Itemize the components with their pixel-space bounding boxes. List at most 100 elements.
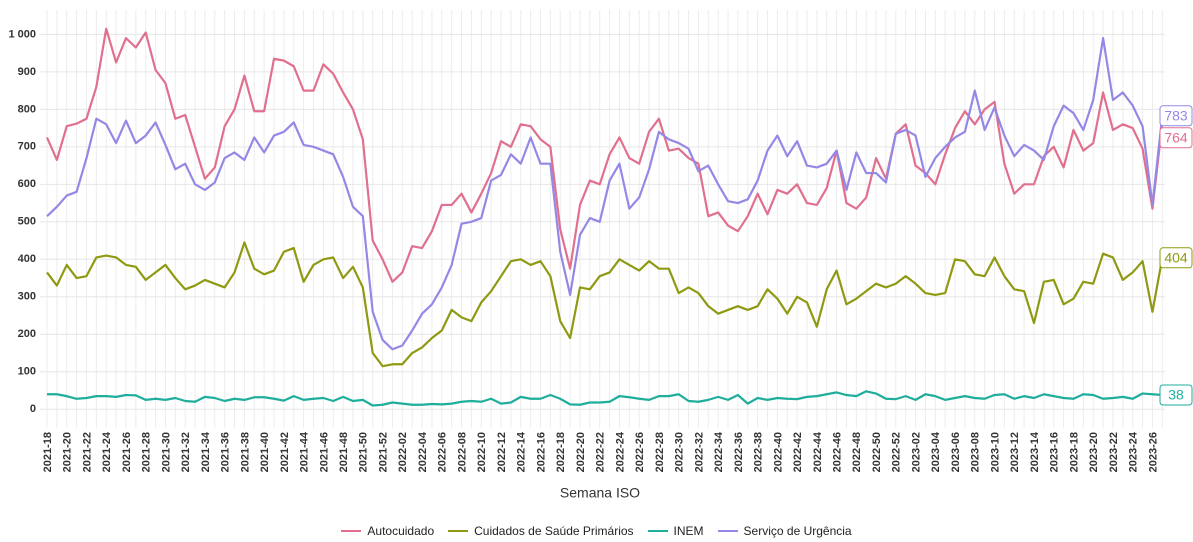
x-tick-label: 2021-46 — [318, 432, 330, 472]
legend-label: Autocuidado — [367, 524, 435, 538]
x-tick-label: 2021-22 — [81, 432, 93, 472]
x-tick-label: 2022-34 — [713, 431, 725, 472]
x-tick-label: 2023-02 — [910, 432, 922, 472]
x-tick-label: 2023-20 — [1088, 432, 1100, 472]
end-label-text: 404 — [1164, 250, 1188, 266]
x-tick-label: 2022-02 — [397, 432, 409, 472]
x-tick-label: 2021-20 — [62, 432, 74, 472]
end-label: 764 — [1159, 127, 1193, 149]
x-tick-label: 2022-40 — [772, 432, 784, 472]
x-tick-label: 2021-24 — [101, 431, 113, 472]
series-line — [46, 37, 1164, 351]
legend-swatch — [647, 530, 668, 532]
y-tick-label: 700 — [18, 141, 36, 153]
x-tick-label: 2021-36 — [220, 432, 232, 472]
legend-item: INEM — [647, 524, 704, 538]
x-tick-label: 2021-42 — [279, 432, 291, 472]
x-tick-label: 2022-06 — [437, 432, 449, 472]
x-axis-title: Semana ISO — [560, 485, 640, 501]
legend-item: Cuidados de Saúde Primários — [448, 524, 634, 538]
x-tick-label: 2022-18 — [555, 432, 567, 472]
end-label-box — [1159, 127, 1193, 149]
y-tick-label: 100 — [18, 366, 36, 378]
x-tick-label: 2022-20 — [575, 432, 587, 472]
end-label-text: 783 — [1164, 107, 1188, 123]
x-tick-label: 2021-30 — [160, 432, 172, 472]
legend-label: Cuidados de Saúde Primários — [474, 524, 634, 538]
end-label-text: 38 — [1168, 387, 1184, 403]
x-tick-label: 2022-50 — [871, 432, 883, 472]
series-line — [47, 390, 1163, 407]
series-line — [45, 27, 1164, 283]
x-tick-label: 2022-24 — [614, 431, 626, 472]
x-tick-label: 2022-10 — [476, 432, 488, 472]
y-tick-label: 500 — [18, 216, 36, 228]
x-tick-label: 2021-28 — [141, 432, 153, 472]
y-tick-label: 200 — [18, 328, 36, 340]
legend-label: Serviço de Urgência — [743, 524, 852, 538]
x-tick-label: 2022-26 — [634, 432, 646, 472]
x-tick-label: 2023-22 — [1108, 432, 1120, 472]
x-tick-label: 2023-14 — [1029, 431, 1041, 472]
x-tick-label: 2022-04 — [417, 431, 429, 472]
x-tick-label: 2021-52 — [377, 432, 389, 472]
x-tick-label: 2022-38 — [753, 432, 765, 472]
x-tick-label: 2022-48 — [851, 432, 863, 472]
y-tick-label: 400 — [18, 253, 36, 265]
end-label: 404 — [1159, 247, 1193, 269]
series-line — [46, 241, 1164, 368]
y-tick-label: 800 — [18, 103, 36, 115]
end-label: 783 — [1159, 105, 1193, 127]
legend-label: INEM — [673, 524, 704, 538]
y-tick-label: 900 — [18, 66, 36, 78]
x-tick-label: 2022-16 — [535, 432, 547, 472]
x-tick-label: 2021-34 — [200, 431, 212, 472]
x-tick-label: 2021-18 — [42, 432, 54, 472]
x-tick-label: 2023-26 — [1147, 432, 1159, 472]
x-tick-label: 2021-26 — [121, 432, 133, 472]
end-label: 38 — [1159, 384, 1193, 406]
x-tick-label: 2021-32 — [180, 432, 192, 472]
x-tick-label: 2022-52 — [891, 432, 903, 472]
x-tick-label: 2022-12 — [496, 432, 508, 472]
x-tick-label: 2022-36 — [733, 432, 745, 472]
x-tick-label: 2022-08 — [456, 432, 468, 472]
x-tick-label: 2021-50 — [358, 432, 370, 472]
x-tick-label: 2023-06 — [950, 432, 962, 472]
x-tick-label: 2023-24 — [1128, 431, 1140, 472]
x-tick-label: 2022-44 — [812, 431, 824, 472]
x-tick-label: 2023-16 — [1049, 432, 1061, 472]
x-tick-label: 2023-10 — [989, 432, 1001, 472]
x-tick-label: 2022-14 — [516, 431, 528, 472]
legend-swatch — [341, 530, 362, 532]
x-tick-label: 2023-08 — [970, 432, 982, 472]
x-tick-label: 2022-42 — [792, 432, 804, 472]
legend-swatch — [717, 530, 738, 532]
x-tick-label: 2021-38 — [239, 432, 251, 472]
legend-item: Serviço de Urgência — [717, 524, 852, 538]
legend: Autocuidado Cuidados de Saúde Primários IN… — [0, 524, 1193, 538]
y-tick-label: 600 — [18, 178, 36, 190]
x-tick-label: 2022-30 — [674, 432, 686, 472]
legend-swatch — [448, 530, 469, 532]
x-tick-label: 2022-22 — [595, 432, 607, 472]
x-tick-label: 2021-44 — [299, 431, 311, 472]
x-tick-label: 2021-40 — [259, 432, 271, 472]
end-label-box — [1159, 105, 1193, 127]
chart: Semana ISO 0 100 200 300 400 500 600 700 800 900 1… — [8, 10, 1193, 501]
x-tick-label: 2021-48 — [338, 432, 350, 472]
y-tick-label: 0 — [30, 403, 36, 415]
legend-item: Autocuidado — [341, 524, 434, 538]
x-tick-label: 2023-12 — [1009, 432, 1021, 472]
end-label-text: 764 — [1164, 129, 1188, 145]
x-tick-label: 2022-32 — [693, 432, 705, 472]
x-tick-label: 2022-28 — [654, 432, 666, 472]
end-label-box — [1159, 247, 1193, 269]
x-tick-label: 2023-04 — [930, 431, 942, 472]
x-tick-label: 2023-18 — [1068, 432, 1080, 472]
y-tick-label: 300 — [18, 291, 36, 303]
x-tick-label: 2022-46 — [832, 432, 844, 472]
y-tick-label: 1 000 — [8, 28, 36, 40]
end-label-box — [1159, 384, 1193, 406]
